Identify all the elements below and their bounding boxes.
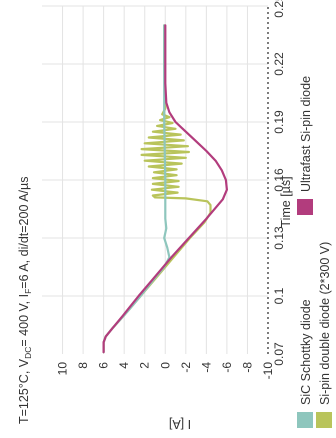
y-tick-label: 0	[158, 362, 172, 369]
legend-item-si-double: Si-pin double diode (2*300 V)	[316, 242, 332, 428]
y-tick-label: -4	[199, 362, 213, 373]
y-tick-label: 8	[76, 362, 90, 369]
legend-swatch-ultrafast	[297, 199, 313, 215]
legend-label-si-double: Si-pin double diode (2*300 V)	[318, 241, 332, 405]
legend: SiC Schottky diode Si-pin double diode (…	[294, 0, 336, 438]
legend-item-sic: SiC Schottky diode	[297, 299, 313, 428]
y-tick-label: -6	[220, 362, 234, 373]
x-tick-label: 0.25	[272, 0, 286, 18]
grid	[42, 5, 268, 354]
series-line-2	[102, 24, 228, 354]
chart-title: T=125°C, VDC= 400 V, IF=6 A, di/dt=200 A…	[17, 177, 33, 424]
x-tick-label: 0.19	[272, 110, 286, 134]
series-line-1	[102, 24, 212, 354]
legend-label-sic: SiC Schottky diode	[299, 299, 313, 405]
x-tick-label: 0.22	[272, 52, 286, 76]
legend-swatch-si-double	[316, 412, 332, 428]
legend-swatch-sic	[297, 412, 313, 428]
y-tick-label: -8	[240, 362, 254, 373]
y-tick-label: -2	[179, 362, 193, 373]
series-layer	[102, 24, 228, 354]
x-tick-label: 0.16	[272, 168, 286, 192]
y-tick-label: 4	[117, 362, 131, 369]
x-tick-label: 0.07	[272, 342, 286, 366]
x-tick-label: 0.13	[272, 226, 286, 250]
x-tick-label: 0.1	[272, 287, 286, 304]
y-tick-label: 2	[138, 362, 152, 369]
legend-item-ultrafast: Ultrafast Si-pin diode	[297, 76, 313, 215]
y-axis-label: I [A]	[169, 417, 191, 431]
y-tick-label: 10	[56, 362, 70, 376]
legend-label-ultrafast: Ultrafast Si-pin diode	[299, 75, 313, 192]
y-tick-label: -10	[261, 362, 275, 380]
x-axis-label: Time [µs]	[279, 176, 293, 227]
y-tick-label: 6	[97, 362, 111, 369]
